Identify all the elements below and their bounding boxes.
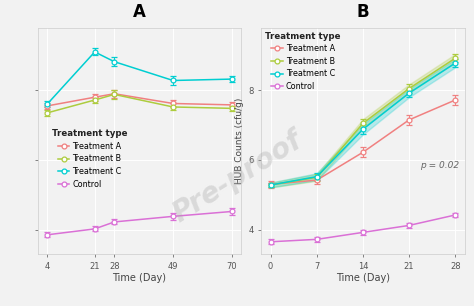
- X-axis label: Time (Day): Time (Day): [112, 273, 166, 283]
- Legend: Treatment A, Treatment B, Treatment C, Control: Treatment A, Treatment B, Treatment C, C…: [52, 129, 128, 188]
- Y-axis label: HUB Counts (cfu/g): HUB Counts (cfu/g): [235, 98, 244, 184]
- Text: A: A: [133, 3, 146, 21]
- Text: Pre-proof: Pre-proof: [167, 127, 307, 228]
- Text: B: B: [356, 3, 369, 21]
- X-axis label: Time (Day): Time (Day): [336, 273, 390, 283]
- Legend: Treatment A, Treatment B, Treatment C, Control: Treatment A, Treatment B, Treatment C, C…: [265, 32, 341, 91]
- Text: p = 0.02: p = 0.02: [420, 161, 459, 170]
